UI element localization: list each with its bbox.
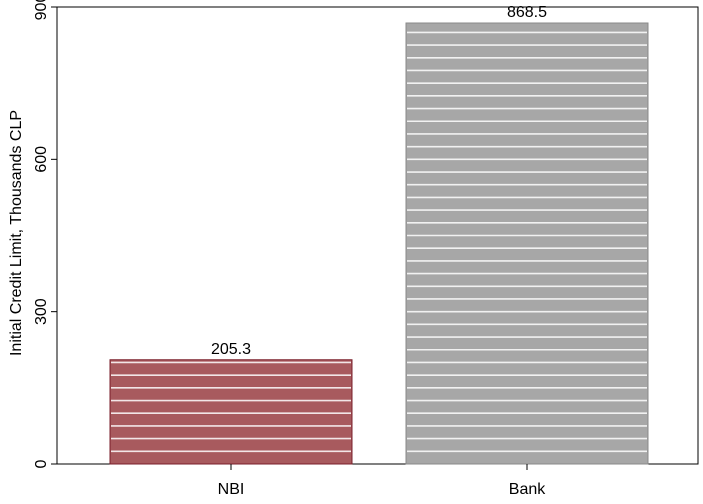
value-labels: 205.3 868.5 (211, 4, 547, 358)
y-axis-label: Initial Credit Limit, Thousands CLP (8, 110, 25, 356)
x-tick-label-nbi: NBI (218, 481, 245, 498)
y-tick-label: 600 (33, 146, 50, 173)
bars (109, 22, 649, 465)
bar-stripes-nbi (111, 361, 351, 453)
plot-frame (56, 6, 699, 465)
x-axis: NBI Bank (218, 464, 546, 498)
x-tick-label-bank: Bank (509, 481, 546, 498)
y-tick-label: 900 (33, 0, 50, 20)
bar-bank (405, 22, 649, 465)
bar-stripes-bank (407, 31, 647, 453)
y-tick-label: 300 (33, 298, 50, 325)
y-axis: 0 300 600 900 (33, 0, 57, 468)
value-label-nbi: 205.3 (211, 341, 251, 358)
value-label-bank: 868.5 (507, 4, 547, 21)
y-tick-label: 0 (33, 459, 50, 468)
bar-nbi (109, 359, 353, 465)
